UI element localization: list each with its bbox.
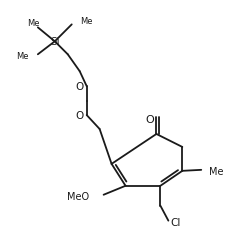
Text: Me: Me [16, 52, 29, 60]
Text: Me: Me [209, 166, 224, 176]
Text: Cl: Cl [170, 217, 180, 227]
Text: Me: Me [28, 19, 40, 28]
Text: O: O [76, 82, 84, 92]
Text: Si: Si [50, 37, 60, 47]
Text: Me: Me [80, 17, 92, 26]
Text: O: O [76, 111, 84, 120]
Text: O: O [145, 115, 154, 124]
Text: MeO: MeO [67, 191, 89, 201]
